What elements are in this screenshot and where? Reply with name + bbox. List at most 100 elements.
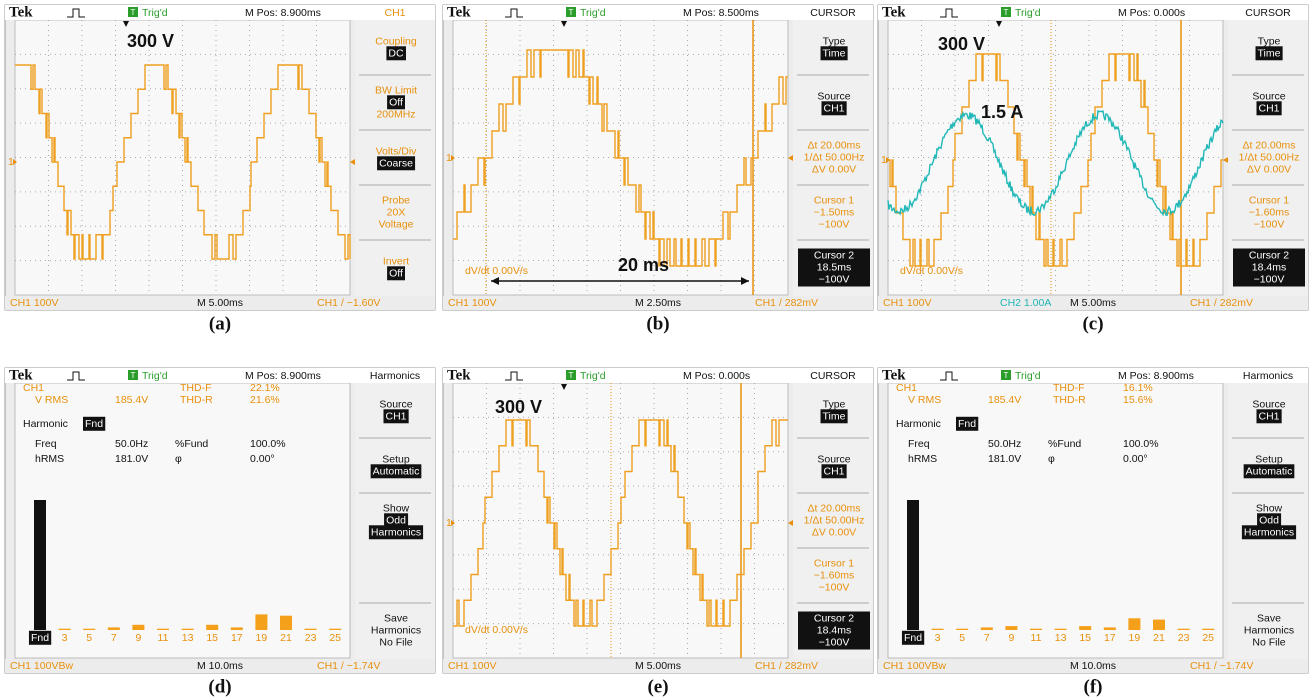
menu-item: −100V <box>1254 218 1285 230</box>
menu-item: 18.4ms <box>1252 261 1286 273</box>
harmonic-label: 5 <box>959 632 965 644</box>
caption: (b) <box>646 313 669 334</box>
readout: dV/dt 0.00V/s <box>465 265 528 277</box>
harmonic-bar <box>1153 620 1165 630</box>
menu-item: Δt 20.00ms <box>1242 139 1295 151</box>
channel-scale: CH1 100V <box>10 297 58 309</box>
harmonic-label: 25 <box>1202 632 1214 644</box>
harmonic-value: Fnd <box>958 418 976 430</box>
menu-item: CH1 <box>823 102 844 114</box>
channel-scale: CH1 100VBw <box>883 660 946 672</box>
menu-item: 1/Δt 50.00Hz <box>1239 151 1300 163</box>
harmonic-label: 7 <box>984 632 990 644</box>
timebase: M 5.00ms <box>635 660 681 672</box>
menu-title: Harmonics <box>1243 370 1293 382</box>
info-thdf-label: THD-F <box>180 382 212 394</box>
harmonic-label: 23 <box>305 632 317 644</box>
menu-item: −100V <box>819 636 850 648</box>
info-fund-label: %Fund <box>1048 438 1081 450</box>
menu-title: Harmonics <box>370 370 420 382</box>
menu-item: Source <box>1252 398 1285 410</box>
harmonic-value: Fnd <box>85 418 103 430</box>
readout: dV/dt 0.00V/s <box>900 265 963 277</box>
harmonic-bar <box>981 627 993 630</box>
menu-title: CURSOR <box>810 7 856 19</box>
annotation: 300 V <box>495 397 542 417</box>
menu-item: ΔV 0.00V <box>812 163 856 175</box>
trig-status: Trig'd <box>142 7 168 19</box>
harmonic-bar <box>1128 618 1140 630</box>
harmonic-bar <box>1079 626 1091 630</box>
harmonic-label: 15 <box>1079 632 1091 644</box>
scope-panel: TekTTrig'dM Pos: 8.900msHarmonicsSourceC… <box>5 367 435 673</box>
menu-item: CH1 <box>1258 102 1279 114</box>
info-freq: 50.0Hz <box>115 438 148 450</box>
caption: (e) <box>647 676 668 697</box>
harmonic-bar <box>1178 629 1190 630</box>
harmonic-label: 3 <box>62 632 68 644</box>
menu-item: Source <box>817 90 850 102</box>
info-freq-label: Freq <box>35 438 57 450</box>
top-bar <box>5 5 435 20</box>
harmonic-label: Fnd <box>31 632 49 644</box>
menu-title: CURSOR <box>810 370 856 382</box>
harmonic-bar <box>83 629 95 630</box>
info-thdf: 16.1% <box>1123 382 1153 394</box>
trig-mark: T <box>569 371 574 380</box>
m-pos: M Pos: 8.900ms <box>1118 370 1194 382</box>
harmonic-bar <box>956 629 968 630</box>
info-hrms-label: hRMS <box>908 453 937 465</box>
menu-item: Source <box>1252 90 1285 102</box>
harmonic-label: 15 <box>206 632 218 644</box>
info-phase-label: φ <box>175 453 182 465</box>
menu-item: −100V <box>819 273 850 285</box>
channel-scale: CH1 100V <box>448 660 496 672</box>
trigger-level: CH1 / −1.60V <box>317 297 380 309</box>
m-pos: M Pos: 8.500ms <box>683 7 759 19</box>
channel2-scale: CH2 1.00A <box>1000 297 1051 309</box>
harmonic-label: 3 <box>935 632 941 644</box>
trigger-level: CH1 / 282mV <box>755 297 818 309</box>
harmonic-label: Fnd <box>904 632 922 644</box>
menu-item: −1.50ms <box>814 206 855 218</box>
info-phase-label: φ <box>1048 453 1055 465</box>
menu-title: CURSOR <box>1245 7 1291 19</box>
trig-mark: T <box>131 8 136 17</box>
scope-panel: TekTTrig'dM Pos: 8.900msHarmonicsSourceC… <box>878 367 1308 673</box>
menu-item: Setup <box>382 453 410 465</box>
menu-item: Automatic <box>1246 465 1293 477</box>
menu-item: Odd <box>1259 514 1279 526</box>
harmonic-bar <box>157 629 169 630</box>
harmonic-bar <box>108 627 120 630</box>
menu-item: Probe <box>382 194 410 206</box>
menu-item: Save <box>384 612 408 624</box>
harmonic-label: 21 <box>280 632 292 644</box>
brand: Tek <box>447 367 471 383</box>
harmonic-bar <box>329 629 341 630</box>
menu-item: Type <box>1258 35 1281 47</box>
harmonic-bar <box>907 500 919 630</box>
menu-item: DC <box>388 47 404 59</box>
menu-item: Time <box>1258 47 1281 59</box>
menu-item: BW Limit <box>375 84 417 96</box>
harmonic-bar <box>280 616 292 630</box>
trigger-level: CH1 / 282mV <box>1190 297 1253 309</box>
menu-item: No File <box>379 636 412 648</box>
menu-item: 18.5ms <box>817 261 851 273</box>
annotation: 20 ms <box>618 255 669 275</box>
info-phase: 0.00° <box>1123 453 1148 465</box>
info-vrms: 185.4V <box>115 394 148 406</box>
harmonic-label: 25 <box>329 632 341 644</box>
menu-item: Source <box>379 398 412 410</box>
timebase: M 10.0ms <box>1070 660 1116 672</box>
menu-item: Automatic <box>373 465 420 477</box>
timebase: M 2.50ms <box>635 297 681 309</box>
info-vrms-label: V RMS <box>908 394 941 406</box>
top-bar <box>878 5 1308 20</box>
trig-status: Trig'd <box>1015 7 1041 19</box>
info-vrms: 185.4V <box>988 394 1021 406</box>
harmonic-label: 13 <box>182 632 194 644</box>
menu-item: 1/Δt 50.00Hz <box>804 151 865 163</box>
info-thdr-label: THD-R <box>180 394 213 406</box>
readout: dV/dt 0.00V/s <box>465 624 528 636</box>
